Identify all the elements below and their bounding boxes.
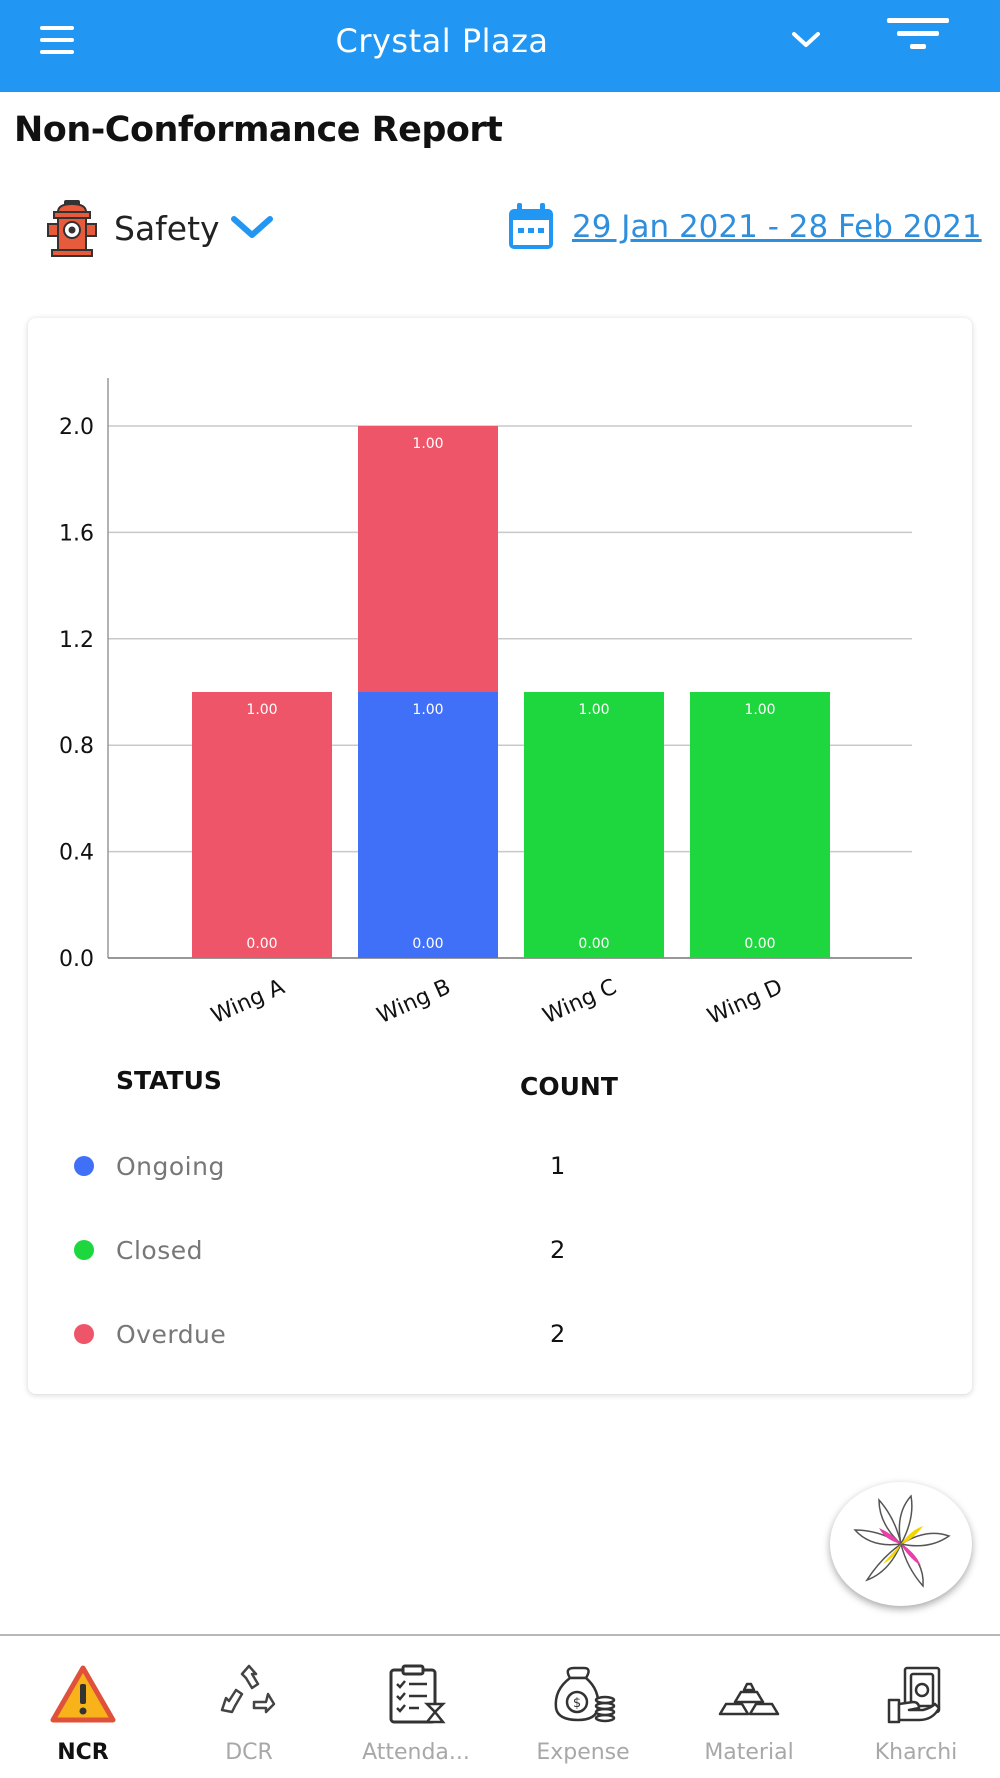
bar-value-label: 0.00 [744, 936, 775, 952]
bottom-navigation: NCR DCR [0, 1634, 1000, 1778]
calendar-icon [509, 203, 553, 249]
legend-dot [74, 1240, 94, 1260]
cash-hand-icon [887, 1666, 941, 1724]
page-title: Non-Conformance Report [14, 110, 503, 150]
category-selector[interactable]: Safety [44, 198, 274, 258]
legend-label: Ongoing [116, 1151, 225, 1181]
legend-label: Closed [116, 1235, 203, 1265]
bar-value-label: 1.00 [246, 702, 277, 718]
nav-label: Expense [536, 1740, 630, 1765]
bar-segment [192, 692, 332, 958]
legend-count: 1 [550, 1152, 566, 1180]
nav-item-ncr[interactable]: NCR [0, 1636, 166, 1778]
bar-segment [524, 692, 664, 958]
bar-value-label: 1.00 [412, 702, 443, 718]
category-label: Safety [114, 208, 220, 248]
y-tick-label: 0.4 [59, 841, 94, 866]
attendance-clipboard-icon [389, 1664, 447, 1724]
stacked-bar-chart: 0.0 0.4 0.8 1.2 1.6 2.0 1.00 0.00 Wing A 1.00 1.00… [59, 378, 912, 1030]
nav-label: Kharchi [874, 1740, 958, 1765]
warning-icon [50, 1665, 116, 1723]
svg-text:$: $ [573, 1696, 581, 1711]
legend-count: 2 [550, 1236, 566, 1264]
y-tick-label: 0.0 [59, 947, 94, 972]
bar-value-label: 0.00 [412, 936, 443, 952]
x-tick-label: Wing B [374, 975, 455, 1029]
legend-dot [74, 1324, 94, 1344]
x-tick-label: Wing D [704, 975, 787, 1030]
nav-item-kharchi[interactable]: Kharchi [833, 1636, 999, 1778]
hamburger-menu-icon[interactable] [40, 26, 74, 54]
date-range-picker[interactable]: 29 Jan 2021 - 28 Feb 2021 [506, 202, 982, 252]
filter-icon[interactable] [886, 18, 950, 62]
nav-item-attendance[interactable]: Attenda... [333, 1636, 499, 1778]
legend-row-ongoing: Ongoing 1 [74, 1146, 934, 1186]
money-bag-icon: $ [554, 1666, 616, 1723]
y-tick-label: 1.2 [59, 628, 94, 653]
date-range-link[interactable]: 29 Jan 2021 - 28 Feb 2021 [572, 209, 982, 245]
bar-segment [358, 692, 498, 958]
nav-label: Material [704, 1740, 794, 1765]
legend-dot [74, 1156, 94, 1176]
bar-segment [358, 426, 498, 692]
top-app-bar: Crystal Plaza [0, 0, 1000, 92]
fire-hydrant-icon [47, 200, 97, 257]
x-tick-label: Wing C [539, 975, 620, 1029]
nav-item-dcr[interactable]: DCR [166, 1636, 332, 1778]
nav-item-material[interactable]: Material [666, 1636, 832, 1778]
status-column-header: STATUS [116, 1066, 222, 1095]
assistant-fab[interactable] [830, 1482, 972, 1606]
nav-label: DCR [225, 1740, 273, 1765]
pinwheel-logo-icon [853, 1494, 951, 1588]
nav-label: NCR [57, 1740, 109, 1765]
y-tick-label: 0.8 [59, 734, 94, 759]
bar-value-label: 1.00 [744, 702, 775, 718]
bar-value-label: 0.00 [246, 936, 277, 952]
chevron-down-icon[interactable] [786, 24, 826, 56]
x-tick-label: Wing A [208, 975, 289, 1029]
legend-count: 2 [550, 1320, 566, 1348]
report-card: 0.0 0.4 0.8 1.2 1.6 2.0 1.00 0.00 Wing A 1.00 1.00… [28, 318, 972, 1394]
bar-value-label: 1.00 [412, 436, 443, 452]
y-tick-label: 2.0 [59, 415, 94, 440]
recycle-icon [220, 1664, 276, 1714]
bar-segment [690, 692, 830, 958]
gold-bars-icon [718, 1682, 780, 1716]
legend-row-closed: Closed 2 [74, 1230, 934, 1270]
count-column-header: COUNT [520, 1072, 618, 1101]
nav-item-expense[interactable]: $ Expense [500, 1636, 666, 1778]
bar-value-label: 1.00 [578, 702, 609, 718]
chevron-down-icon[interactable] [230, 213, 274, 243]
y-tick-label: 1.6 [59, 521, 94, 546]
bar-value-label: 0.00 [578, 936, 609, 952]
legend-label: Overdue [116, 1319, 227, 1349]
nav-label: Attenda... [362, 1740, 470, 1765]
project-title[interactable]: Crystal Plaza [335, 22, 549, 60]
legend-row-overdue: Overdue 2 [74, 1314, 934, 1354]
